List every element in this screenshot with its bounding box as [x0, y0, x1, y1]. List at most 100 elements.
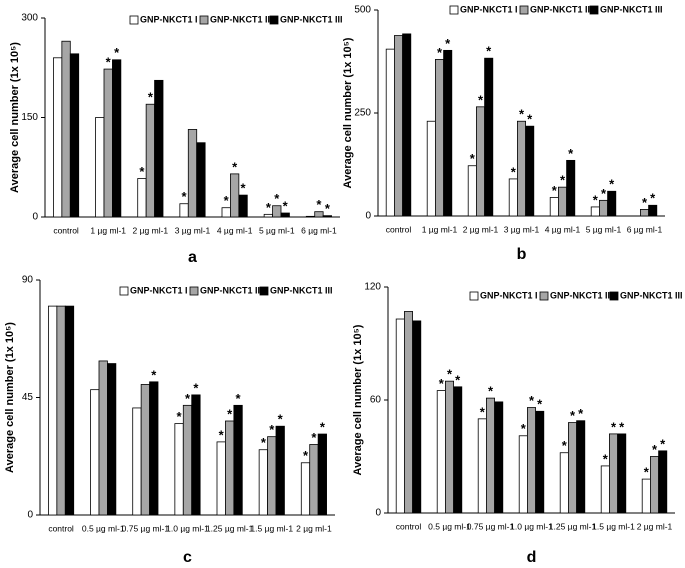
significance-marker: * [232, 159, 238, 174]
bar [385, 48, 395, 217]
significance-marker: * [311, 430, 317, 445]
significance-marker: * [519, 107, 525, 122]
significance-marker: * [455, 372, 461, 387]
significance-marker: * [437, 45, 443, 60]
legend-label: GNP-NKCT1 II [530, 4, 590, 14]
bar [393, 35, 403, 217]
significance-marker: * [488, 384, 494, 399]
x-tick-label: 4 µg ml-1 [545, 224, 581, 234]
bar [453, 386, 463, 514]
legend-swatch [519, 5, 529, 15]
significance-marker: * [478, 92, 484, 107]
significance-marker: * [642, 195, 648, 210]
significance-marker: * [568, 146, 574, 161]
y-tick-label: 0 [375, 508, 381, 519]
y-tick-label: 0 [32, 212, 38, 223]
bar [568, 422, 578, 514]
bar [221, 207, 231, 218]
bar [576, 420, 586, 514]
bar [485, 397, 495, 514]
x-tick-label: 3 µg ml-1 [504, 224, 540, 234]
significance-marker: * [644, 465, 650, 480]
significance-marker: * [619, 419, 625, 434]
bar [64, 305, 75, 516]
legend-swatch [539, 291, 549, 301]
significance-marker: * [219, 427, 225, 442]
y-tick-label: 45 [22, 392, 34, 403]
bar [403, 311, 413, 514]
y-tick-label: 60 [370, 395, 382, 406]
bar [140, 384, 150, 516]
bar [436, 390, 446, 514]
legend-swatch [269, 15, 279, 25]
bar [426, 120, 436, 217]
bar [216, 441, 226, 516]
x-tick-label: 2 µg ml-1 [133, 225, 169, 235]
panel-label: d [527, 549, 537, 566]
bar [599, 199, 609, 217]
bar [187, 129, 198, 218]
x-tick-label: 0.75 µg ml-1 [467, 521, 515, 531]
legend-label: GNP-NKCT1 III [600, 4, 663, 14]
x-tick-label: 1.25 µg ml-1 [206, 523, 254, 533]
x-tick-label: 4 µg ml-1 [217, 225, 253, 235]
y-tick-label: 500 [354, 5, 371, 16]
legend-swatch [119, 286, 129, 296]
significance-marker: * [593, 192, 599, 207]
significance-marker: * [609, 177, 615, 192]
x-tick-label: control [53, 225, 79, 235]
legend-label: GNP-NKCT1 I [130, 285, 188, 295]
bar [549, 197, 559, 217]
bar [641, 478, 651, 514]
bar [69, 53, 80, 218]
significance-marker: * [316, 197, 322, 212]
x-tick-label: control [48, 523, 74, 533]
legend-swatch [259, 286, 269, 296]
x-tick-label: 1.0 µg ml-1 [166, 523, 209, 533]
significance-marker: * [139, 164, 145, 179]
bar [174, 423, 184, 516]
y-tick-label: 250 [354, 108, 371, 119]
bar [149, 381, 159, 516]
x-tick-label: 0.5 µg ml-1 [428, 521, 471, 531]
x-tick-label: 5 µg ml-1 [586, 224, 622, 234]
bar [53, 57, 63, 218]
legend-swatch [469, 291, 479, 301]
significance-marker: * [148, 90, 154, 105]
bar [525, 125, 535, 217]
y-axis-label: Average cell number (1x 10⁵) [4, 322, 16, 473]
panel-label: a [188, 249, 197, 266]
legend-swatch [609, 291, 619, 301]
panel-label: b [517, 246, 527, 263]
bar [508, 178, 518, 217]
bar [558, 186, 568, 217]
bar [434, 59, 444, 217]
significance-marker: * [236, 391, 242, 406]
y-tick-label: 90 [22, 275, 34, 286]
x-tick-label: 1.25 µg ml-1 [549, 521, 597, 531]
significance-marker: * [570, 408, 576, 423]
bar [258, 449, 268, 516]
significance-marker: * [562, 438, 568, 453]
legend-label: GNP-NKCT1 I [140, 14, 198, 24]
bar [305, 215, 316, 218]
significance-marker: * [527, 112, 533, 127]
panel-label: c [183, 549, 192, 566]
bar [196, 142, 206, 218]
legend-label: GNP-NKCT1 II [200, 285, 260, 295]
bar [640, 209, 650, 217]
legend-label: GNP-NKCT1 III [280, 14, 343, 24]
significance-marker: * [224, 193, 230, 208]
legend-swatch [449, 5, 459, 15]
y-axis-label: Average cell number (1x 10⁵) [342, 37, 354, 188]
legend-label: GNP-NKCT1 I [480, 290, 538, 300]
bar [90, 389, 100, 516]
bar [322, 215, 332, 218]
bar [182, 404, 193, 516]
bar [48, 305, 58, 516]
x-tick-label: control [386, 224, 412, 234]
x-tick-label: 1.0 µg ml-1 [510, 521, 553, 531]
bar [137, 178, 147, 218]
significance-marker: * [480, 404, 486, 419]
x-tick-label: 1.5 µg ml-1 [250, 523, 293, 533]
